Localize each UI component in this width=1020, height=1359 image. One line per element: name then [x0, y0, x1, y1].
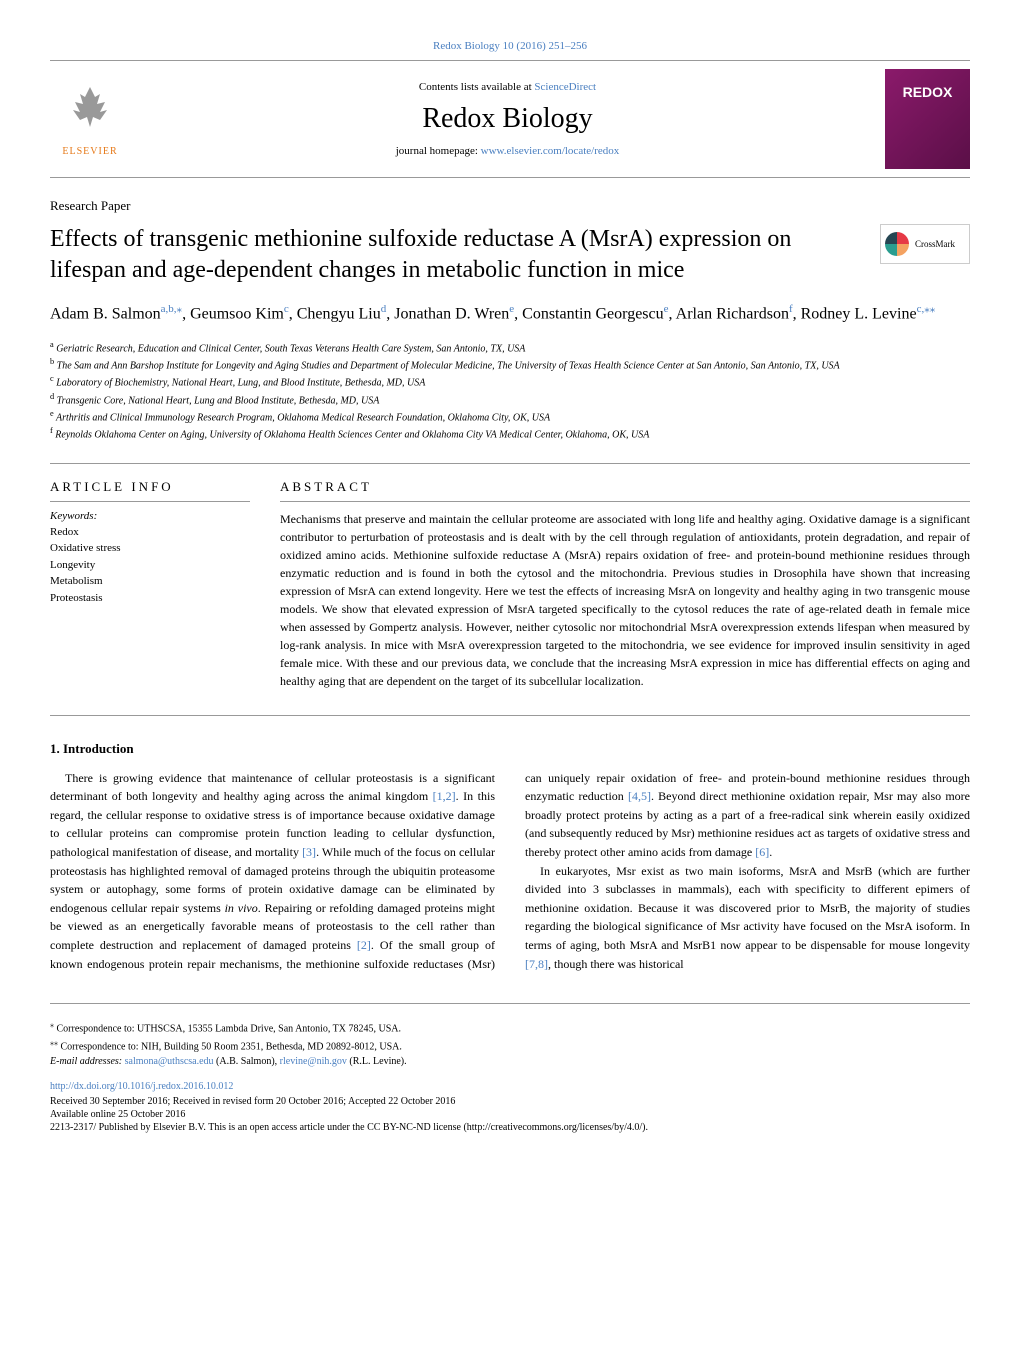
correspondence: ⁎ Correspondence to: UTHSCSA, 15355 Lamb… — [50, 1019, 970, 1069]
contents-line: Contents lists available at ScienceDirec… — [130, 81, 885, 93]
author-5: , Constantin Georgescu — [514, 306, 663, 323]
keyword-2: Oxidative stress — [50, 540, 250, 557]
info-abstract-row: ARTICLE INFO Keywords: Redox Oxidative s… — [50, 479, 970, 690]
corr-1: ⁎ Correspondence to: UTHSCSA, 15355 Lamb… — [50, 1019, 970, 1036]
cover-text: REDOX — [903, 84, 953, 100]
affiliation-b: b The Sam and Ann Barshop Institute for … — [50, 356, 970, 373]
keyword-4: Metabolism — [50, 573, 250, 590]
crossmark-badge[interactable]: CrossMark — [880, 224, 970, 264]
contents-text: Contents lists available at — [419, 81, 534, 93]
affiliations: a Geriatric Research, Education and Clin… — [50, 339, 970, 443]
journal-cover: REDOX — [885, 69, 970, 169]
sciencedirect-link[interactable]: ScienceDirect — [534, 81, 596, 93]
ref-link[interactable]: [3] — [302, 845, 316, 859]
author-7: , Rodney L. Levine — [793, 306, 917, 323]
author-4: , Jonathan D. Wren — [386, 306, 509, 323]
ref-link[interactable]: [1,2] — [433, 789, 456, 803]
journal-homepage: journal homepage: www.elsevier.com/locat… — [130, 145, 885, 157]
ref-link[interactable]: [6] — [755, 845, 769, 859]
keywords-label: Keywords: — [50, 510, 250, 522]
author-1-aff[interactable]: a,b,⁎ — [161, 303, 182, 315]
paper-type: Research Paper — [50, 198, 970, 214]
journal-title: Redox Biology — [130, 103, 885, 135]
keyword-1: Redox — [50, 524, 250, 541]
copyright: 2213-2317/ Published by Elsevier B.V. Th… — [50, 1122, 970, 1133]
email-line: E-mail addresses: salmona@uthscsa.edu (A… — [50, 1054, 970, 1069]
received-dates: Received 30 September 2016; Received in … — [50, 1096, 970, 1107]
affiliation-f: f Reynolds Oklahoma Center on Aging, Uni… — [50, 425, 970, 442]
authors-list: Adam B. Salmona,b,⁎, Geumsoo Kimc, Cheng… — [50, 301, 970, 326]
author-2: , Geumsoo Kim — [182, 306, 284, 323]
abstract-heading: ABSTRACT — [280, 479, 970, 502]
footer-divider — [50, 1003, 970, 1004]
doi-link[interactable]: http://dx.doi.org/10.1016/j.redox.2016.1… — [50, 1081, 970, 1092]
title-row: Effects of transgenic methionine sulfoxi… — [50, 224, 970, 286]
affiliation-a: a Geriatric Research, Education and Clin… — [50, 339, 970, 356]
crossmark-text: CrossMark — [915, 239, 955, 249]
author-7-aff[interactable]: c,⁎⁎ — [917, 303, 936, 315]
body-text: There is growing evidence that maintenan… — [50, 769, 970, 974]
corr-2: ⁎⁎ Correspondence to: NIH, Building 50 R… — [50, 1037, 970, 1054]
email-1[interactable]: salmona@uthscsa.edu — [125, 1056, 214, 1067]
abstract-text: Mechanisms that preserve and maintain th… — [280, 510, 970, 690]
article-title: Effects of transgenic methionine sulfoxi… — [50, 224, 880, 286]
elsevier-text: ELSEVIER — [62, 146, 117, 157]
abstract-column: ABSTRACT Mechanisms that preserve and ma… — [280, 479, 970, 690]
author-6: , Arlan Richardson — [669, 306, 789, 323]
email-2[interactable]: rlevine@nih.gov — [280, 1056, 347, 1067]
journal-issue-link[interactable]: Redox Biology 10 (2016) 251–256 — [50, 40, 970, 52]
keyword-5: Proteostasis — [50, 590, 250, 607]
intro-heading: 1. Introduction — [50, 741, 970, 757]
article-info: ARTICLE INFO Keywords: Redox Oxidative s… — [50, 479, 250, 690]
elsevier-logo[interactable]: ELSEVIER — [50, 74, 130, 164]
divider — [50, 463, 970, 464]
crossmark-icon — [885, 232, 909, 256]
header-center: Contents lists available at ScienceDirec… — [130, 81, 885, 157]
elsevier-tree-icon — [65, 82, 115, 142]
intro-para-2: In eukaryotes, Msr exist as two main iso… — [525, 862, 970, 974]
homepage-link[interactable]: www.elsevier.com/locate/redox — [481, 145, 620, 157]
ref-link[interactable]: [7,8] — [525, 957, 548, 971]
author-3: , Chengyu Liu — [289, 306, 381, 323]
author-1: Adam B. Salmon — [50, 306, 161, 323]
keyword-3: Longevity — [50, 557, 250, 574]
affiliation-e: e Arthritis and Clinical Immunology Rese… — [50, 408, 970, 425]
available-date: Available online 25 October 2016 — [50, 1109, 970, 1120]
divider — [50, 715, 970, 716]
ref-link[interactable]: [2] — [357, 938, 371, 952]
affiliation-d: d Transgenic Core, National Heart, Lung … — [50, 391, 970, 408]
homepage-label: journal homepage: — [396, 145, 481, 157]
journal-header: ELSEVIER Contents lists available at Sci… — [50, 60, 970, 178]
affiliation-c: c Laboratory of Biochemistry, National H… — [50, 373, 970, 390]
info-heading: ARTICLE INFO — [50, 479, 250, 502]
ref-link[interactable]: [4,5] — [628, 789, 651, 803]
